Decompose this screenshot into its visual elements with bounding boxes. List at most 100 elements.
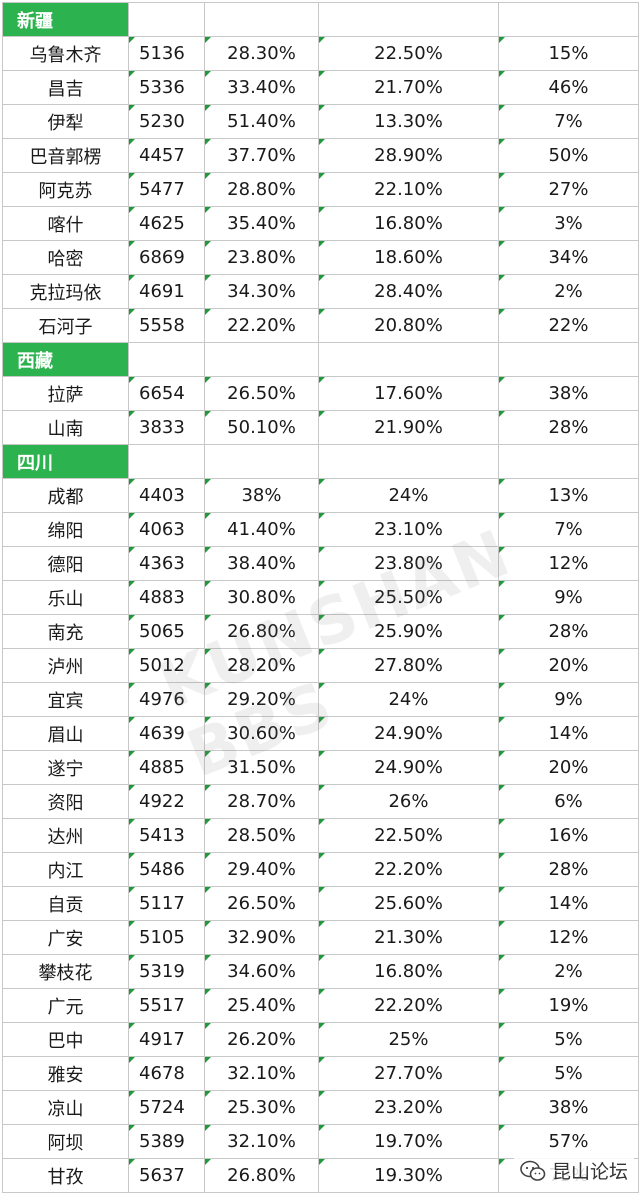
percent-cell-2: 25.90% xyxy=(318,614,499,649)
percent-cell-3: 9% xyxy=(498,682,639,717)
percent-cell-2: 24% xyxy=(318,682,499,717)
city-cell: 资阳 xyxy=(2,784,129,819)
table-row: 乌鲁木齐 5136 28.30% 22.50% 15% xyxy=(2,36,639,71)
percent-cell-3: 22% xyxy=(498,308,639,343)
percent-cell-1: 30.60% xyxy=(204,716,319,751)
empty-cell xyxy=(204,444,319,479)
percent-cell-1: 32.90% xyxy=(204,920,319,955)
city-cell: 德阳 xyxy=(2,546,129,581)
percent-cell-2: 23.80% xyxy=(318,546,499,581)
percent-cell-2: 28.40% xyxy=(318,274,499,309)
percent-cell-3: 50% xyxy=(498,138,639,173)
percent-cell-3: 2% xyxy=(498,274,639,309)
percent-cell-1: 34.30% xyxy=(204,274,319,309)
percent-cell-3: 28% xyxy=(498,852,639,887)
code-cell: 4403 xyxy=(128,478,205,513)
city-cell: 伊犁 xyxy=(2,104,129,139)
percent-cell-1: 23.80% xyxy=(204,240,319,275)
code-cell: 5136 xyxy=(128,36,205,71)
percent-cell-1: 25.30% xyxy=(204,1090,319,1125)
code-cell: 5105 xyxy=(128,920,205,955)
percent-cell-1: 26.50% xyxy=(204,376,319,411)
percent-cell-2: 13.30% xyxy=(318,104,499,139)
percent-cell-1: 35.40% xyxy=(204,206,319,241)
percent-cell-2: 22.20% xyxy=(318,852,499,887)
percent-cell-3: 14% xyxy=(498,716,639,751)
code-cell: 4917 xyxy=(128,1022,205,1057)
percent-cell-1: 38% xyxy=(204,478,319,513)
percent-cell-2: 20.80% xyxy=(318,308,499,343)
code-cell: 4976 xyxy=(128,682,205,717)
brand-text: 昆山论坛 xyxy=(551,1161,628,1183)
code-cell: 4457 xyxy=(128,138,205,173)
percent-cell-2: 24% xyxy=(318,478,499,513)
code-cell: 5413 xyxy=(128,818,205,853)
percent-cell-2: 22.50% xyxy=(318,36,499,71)
table-row: 伊犁 5230 51.40% 13.30% 7% xyxy=(2,104,639,139)
percent-cell-3: 9% xyxy=(498,580,639,615)
code-cell: 5319 xyxy=(128,954,205,989)
empty-cell xyxy=(128,342,205,377)
code-cell: 5230 xyxy=(128,104,205,139)
table-row: 阿坝 5389 32.10% 19.70% 57% xyxy=(2,1124,639,1159)
percent-cell-3: 20% xyxy=(498,648,639,683)
city-cell: 阿坝 xyxy=(2,1124,129,1159)
table-row: 巴中 4917 26.20% 25% 5% xyxy=(2,1022,639,1057)
table-row: 南充 5065 26.80% 25.90% 28% xyxy=(2,614,639,649)
percent-cell-1: 28.20% xyxy=(204,648,319,683)
table-row: 遂宁 4885 31.50% 24.90% 20% xyxy=(2,750,639,785)
percent-cell-2: 16.80% xyxy=(318,954,499,989)
percent-cell-3: 38% xyxy=(498,1090,639,1125)
empty-cell xyxy=(204,342,319,377)
city-cell: 宜宾 xyxy=(2,682,129,717)
table-row: 雅安 4678 32.10% 27.70% 5% xyxy=(2,1056,639,1091)
code-cell: 4363 xyxy=(128,546,205,581)
percent-cell-1: 29.40% xyxy=(204,852,319,887)
table-row: 拉萨 6654 26.50% 17.60% 38% xyxy=(2,376,639,411)
percent-cell-1: 28.30% xyxy=(204,36,319,71)
percent-cell-3: 14% xyxy=(498,886,639,921)
region-header-row: 西藏 xyxy=(2,342,639,377)
code-cell: 6869 xyxy=(128,240,205,275)
city-cell: 石河子 xyxy=(2,308,129,343)
percent-cell-3: 15% xyxy=(498,36,639,71)
city-cell: 凉山 xyxy=(2,1090,129,1125)
empty-cell xyxy=(128,444,205,479)
empty-cell xyxy=(128,2,205,37)
code-cell: 5486 xyxy=(128,852,205,887)
percent-cell-2: 22.50% xyxy=(318,818,499,853)
percent-cell-1: 37.70% xyxy=(204,138,319,173)
wechat-icon xyxy=(520,1160,546,1181)
percent-cell-1: 30.80% xyxy=(204,580,319,615)
code-cell: 5637 xyxy=(128,1158,205,1193)
code-cell: 5065 xyxy=(128,614,205,649)
code-cell: 4063 xyxy=(128,512,205,547)
table-row: 达州 5413 28.50% 22.50% 16% xyxy=(2,818,639,853)
table-row: 泸州 5012 28.20% 27.80% 20% xyxy=(2,648,639,683)
city-cell: 山南 xyxy=(2,410,129,445)
table-row: 凉山 5724 25.30% 23.20% 38% xyxy=(2,1090,639,1125)
table-row: 哈密 6869 23.80% 18.60% 34% xyxy=(2,240,639,275)
code-cell: 4639 xyxy=(128,716,205,751)
table-row: 广安 5105 32.90% 21.30% 12% xyxy=(2,920,639,955)
table-row: 阿克苏 5477 28.80% 22.10% 27% xyxy=(2,172,639,207)
city-cell: 甘孜 xyxy=(2,1158,129,1193)
code-cell: 4922 xyxy=(128,784,205,819)
code-cell: 3833 xyxy=(128,410,205,445)
city-cell: 达州 xyxy=(2,818,129,853)
percent-cell-3: 16% xyxy=(498,818,639,853)
percent-cell-2: 16.80% xyxy=(318,206,499,241)
region-header-row: 新疆 xyxy=(2,2,639,37)
table-row: 乐山 4883 30.80% 25.50% 9% xyxy=(2,580,639,615)
city-cell: 眉山 xyxy=(2,716,129,751)
percent-cell-2: 19.30% xyxy=(318,1158,499,1193)
percent-cell-3: 19% xyxy=(498,988,639,1023)
percent-cell-1: 32.10% xyxy=(204,1056,319,1091)
table-row: 昌吉 5336 33.40% 21.70% 46% xyxy=(2,70,639,105)
percent-cell-2: 22.10% xyxy=(318,172,499,207)
code-cell: 4885 xyxy=(128,750,205,785)
percent-cell-2: 21.90% xyxy=(318,410,499,445)
percent-cell-1: 28.80% xyxy=(204,172,319,207)
percent-cell-1: 28.70% xyxy=(204,784,319,819)
